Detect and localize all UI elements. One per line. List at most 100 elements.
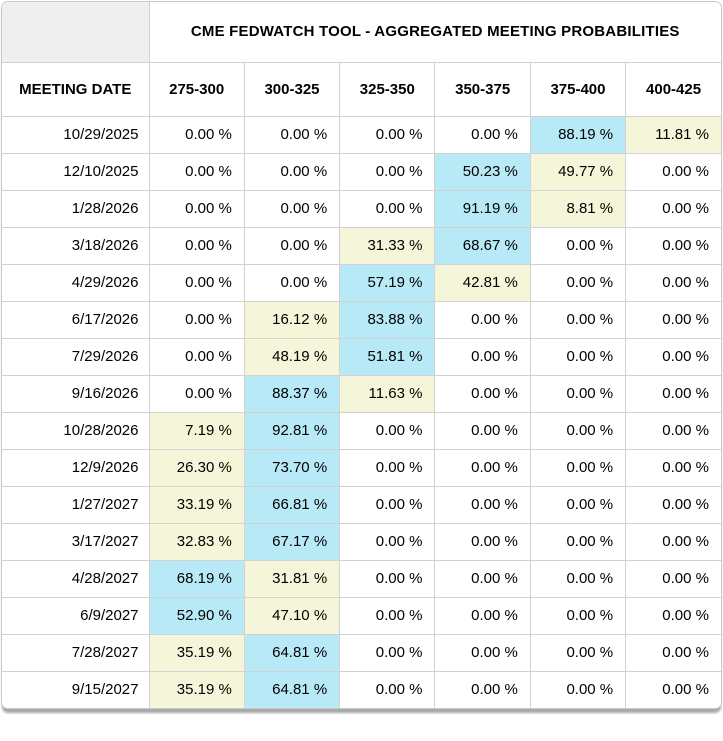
probability-cell: 0.00 %: [434, 596, 531, 635]
probability-cell: 26.30 %: [148, 448, 245, 487]
probability-cell: 64.81 %: [243, 670, 341, 708]
title-row: CME FEDWATCH TOOL - AGGREGATED MEETING P…: [2, 2, 721, 63]
probability-cell: 0.00 %: [434, 337, 531, 376]
meeting-date-cell: 1/27/2027: [2, 485, 150, 524]
table-body: 10/29/2025 0.00 % 0.00 % 0.00 % 0.00 % 88.19 …: [2, 115, 721, 708]
probability-cell: 0.00 %: [339, 670, 436, 708]
probability-cell: 0.00 %: [529, 300, 627, 339]
probability-cell: 73.70 %: [243, 448, 341, 487]
probability-cell: 47.10 %: [243, 596, 341, 635]
probability-cell: 0.00 %: [625, 152, 721, 191]
probability-cell: 48.19 %: [243, 337, 341, 376]
meeting-date-cell: 7/29/2026: [2, 337, 150, 376]
probability-cell: 0.00 %: [625, 559, 721, 598]
probability-cell: 31.33 %: [339, 226, 436, 265]
probability-cell: 0.00 %: [434, 485, 531, 524]
probability-cell: 35.19 %: [148, 670, 245, 708]
probability-cell: 0.00 %: [339, 633, 436, 672]
probability-cell: 52.90 %: [148, 596, 245, 635]
meeting-date-cell: 12/9/2026: [2, 448, 150, 487]
probability-cell: 0.00 %: [148, 226, 245, 265]
probability-cell: 0.00 %: [529, 596, 627, 635]
table-row: 9/15/2027 35.19 % 64.81 % 0.00 % 0.00 % 0.00 …: [2, 670, 721, 708]
probability-cell: 0.00 %: [243, 152, 341, 191]
probability-cell: 0.00 %: [243, 226, 341, 265]
table-row: 3/18/2026 0.00 % 0.00 % 31.33 % 68.67 % 0.00 …: [2, 226, 721, 265]
probability-cell: 16.12 %: [243, 300, 341, 339]
rate-range-header: 400-425: [625, 61, 721, 117]
probability-cell: 0.00 %: [625, 189, 721, 228]
rate-range-header: 375-400: [529, 61, 627, 117]
probability-cell: 0.00 %: [529, 226, 627, 265]
probability-cell: 0.00 %: [339, 152, 436, 191]
probability-cell: 0.00 %: [529, 633, 627, 672]
probability-cell: 0.00 %: [339, 522, 436, 561]
probability-cell: 0.00 %: [148, 152, 245, 191]
probability-cell: 88.37 %: [243, 374, 341, 413]
probability-cell: 88.19 %: [529, 115, 627, 154]
probability-cell: 67.17 %: [243, 522, 341, 561]
probability-cell: 66.81 %: [243, 485, 341, 524]
meeting-date-cell: 6/17/2026: [2, 300, 150, 339]
probability-cell: 0.00 %: [434, 670, 531, 708]
probability-cell: 42.81 %: [434, 263, 531, 302]
probability-cell: 0.00 %: [625, 448, 721, 487]
table-row: 4/28/2027 68.19 % 31.81 % 0.00 % 0.00 % 0.00 …: [2, 559, 721, 598]
table-row: 1/28/2026 0.00 % 0.00 % 0.00 % 91.19 % 8.81 %…: [2, 189, 721, 228]
table-row: 9/16/2026 0.00 % 88.37 % 11.63 % 0.00 % 0.00 …: [2, 374, 721, 413]
probability-cell: 0.00 %: [148, 300, 245, 339]
rate-range-header: 325-350: [339, 61, 436, 117]
meeting-date-cell: 3/18/2026: [2, 226, 150, 265]
probability-cell: 0.00 %: [529, 448, 627, 487]
table-row: 7/28/2027 35.19 % 64.81 % 0.00 % 0.00 % 0.00 …: [2, 633, 721, 672]
probability-cell: 0.00 %: [625, 670, 721, 708]
table-row: 12/9/2026 26.30 % 73.70 % 0.00 % 0.00 % 0.00 …: [2, 448, 721, 487]
header-row: MEETING DATE 275-300 300-325 325-350 350-37…: [2, 61, 721, 117]
probability-cell: 32.83 %: [148, 522, 245, 561]
probability-cell: 83.88 %: [339, 300, 436, 339]
probability-cell: 0.00 %: [339, 559, 436, 598]
meeting-date-cell: 4/28/2027: [2, 559, 150, 598]
probability-cell: 0.00 %: [434, 411, 531, 450]
probability-cell: 0.00 %: [339, 596, 436, 635]
probability-cell: 0.00 %: [434, 522, 531, 561]
probability-cell: 0.00 %: [339, 189, 436, 228]
rate-range-header: 350-375: [434, 61, 531, 117]
corner-cell: [2, 2, 150, 63]
probability-cell: 57.19 %: [339, 263, 436, 302]
rate-range-header: 275-300: [148, 61, 245, 117]
table-row: 10/29/2025 0.00 % 0.00 % 0.00 % 0.00 % 88.19 …: [2, 115, 721, 154]
probability-cell: 0.00 %: [339, 115, 436, 154]
probability-cell: 0.00 %: [148, 115, 245, 154]
probability-cell: 0.00 %: [625, 300, 721, 339]
probability-cell: 33.19 %: [148, 485, 245, 524]
probability-cell: 7.19 %: [148, 411, 245, 450]
table-title: CME FEDWATCH TOOL - AGGREGATED MEETING P…: [148, 2, 721, 63]
probability-cell: 0.00 %: [148, 263, 245, 302]
probability-cell: 0.00 %: [434, 115, 531, 154]
probability-cell: 35.19 %: [148, 633, 245, 672]
probability-cell: 11.81 %: [625, 115, 721, 154]
probability-cell: 0.00 %: [148, 374, 245, 413]
table-row: 4/29/2026 0.00 % 0.00 % 57.19 % 42.81 % 0.00 …: [2, 263, 721, 302]
probability-cell: 0.00 %: [529, 559, 627, 598]
probability-cell: 0.00 %: [625, 374, 721, 413]
meeting-date-cell: 1/28/2026: [2, 189, 150, 228]
probability-cell: 50.23 %: [434, 152, 531, 191]
probability-cell: 0.00 %: [529, 670, 627, 708]
probability-cell: 0.00 %: [529, 337, 627, 376]
meeting-date-cell: 9/15/2027: [2, 670, 150, 708]
probability-cell: 0.00 %: [529, 485, 627, 524]
probability-cell: 68.67 %: [434, 226, 531, 265]
probability-cell: 0.00 %: [529, 411, 627, 450]
probability-cell: 0.00 %: [148, 337, 245, 376]
probability-cell: 0.00 %: [434, 448, 531, 487]
probability-cell: 11.63 %: [339, 374, 436, 413]
probability-cell: 0.00 %: [243, 263, 341, 302]
probability-cell: 0.00 %: [625, 485, 721, 524]
table-row: 3/17/2027 32.83 % 67.17 % 0.00 % 0.00 % 0.00 …: [2, 522, 721, 561]
probability-cell: 0.00 %: [529, 374, 627, 413]
probability-cell: 0.00 %: [529, 522, 627, 561]
rate-range-header: 300-325: [243, 61, 341, 117]
meeting-date-cell: 3/17/2027: [2, 522, 150, 561]
